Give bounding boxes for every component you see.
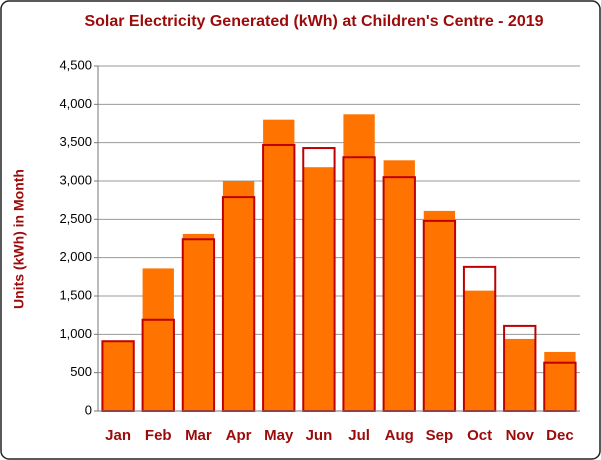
x-tick-label: Oct: [467, 427, 492, 444]
chart-title: Solar Electricity Generated (kWh) at Chi…: [84, 13, 543, 30]
x-tick-label: Jan: [105, 427, 131, 444]
x-tick-label: Sep: [426, 427, 454, 444]
bar: [303, 167, 335, 411]
y-axis-label: Units (kWh) in Month: [11, 169, 27, 309]
bar: [263, 119, 295, 412]
y-tick-label: 2,000: [59, 249, 92, 264]
y-tick-label: 3,500: [59, 134, 92, 149]
y-tick-label: 3,000: [59, 172, 92, 187]
x-tick-label: Apr: [226, 427, 252, 444]
x-tick-label: Nov: [506, 427, 535, 444]
x-tick-label: Jun: [306, 427, 333, 444]
bar: [142, 268, 174, 411]
x-tick-label: May: [264, 427, 294, 444]
y-tick-label: 4,000: [59, 96, 92, 111]
y-tick-label: 500: [70, 364, 92, 379]
y-tick-label: 0: [85, 402, 92, 417]
y-tick-label: 1,000: [59, 326, 92, 341]
x-tick-label: Jul: [348, 427, 370, 444]
bar: [343, 114, 375, 412]
x-tick-label: Aug: [385, 427, 414, 444]
bar: [383, 160, 415, 411]
x-tick-label: Mar: [185, 427, 212, 444]
bar: [102, 341, 134, 411]
bar: [504, 338, 536, 411]
x-tick-label: Feb: [145, 427, 172, 444]
y-tick-label: 1,500: [59, 287, 92, 302]
bar: [544, 351, 576, 411]
bar: [182, 233, 215, 411]
y-tick-label: 2,500: [59, 211, 92, 226]
x-tick-label: Dec: [546, 427, 574, 444]
bar: [222, 181, 255, 411]
y-tick-label: 4,500: [59, 57, 92, 72]
bar: [463, 290, 496, 411]
bar: [423, 210, 456, 411]
